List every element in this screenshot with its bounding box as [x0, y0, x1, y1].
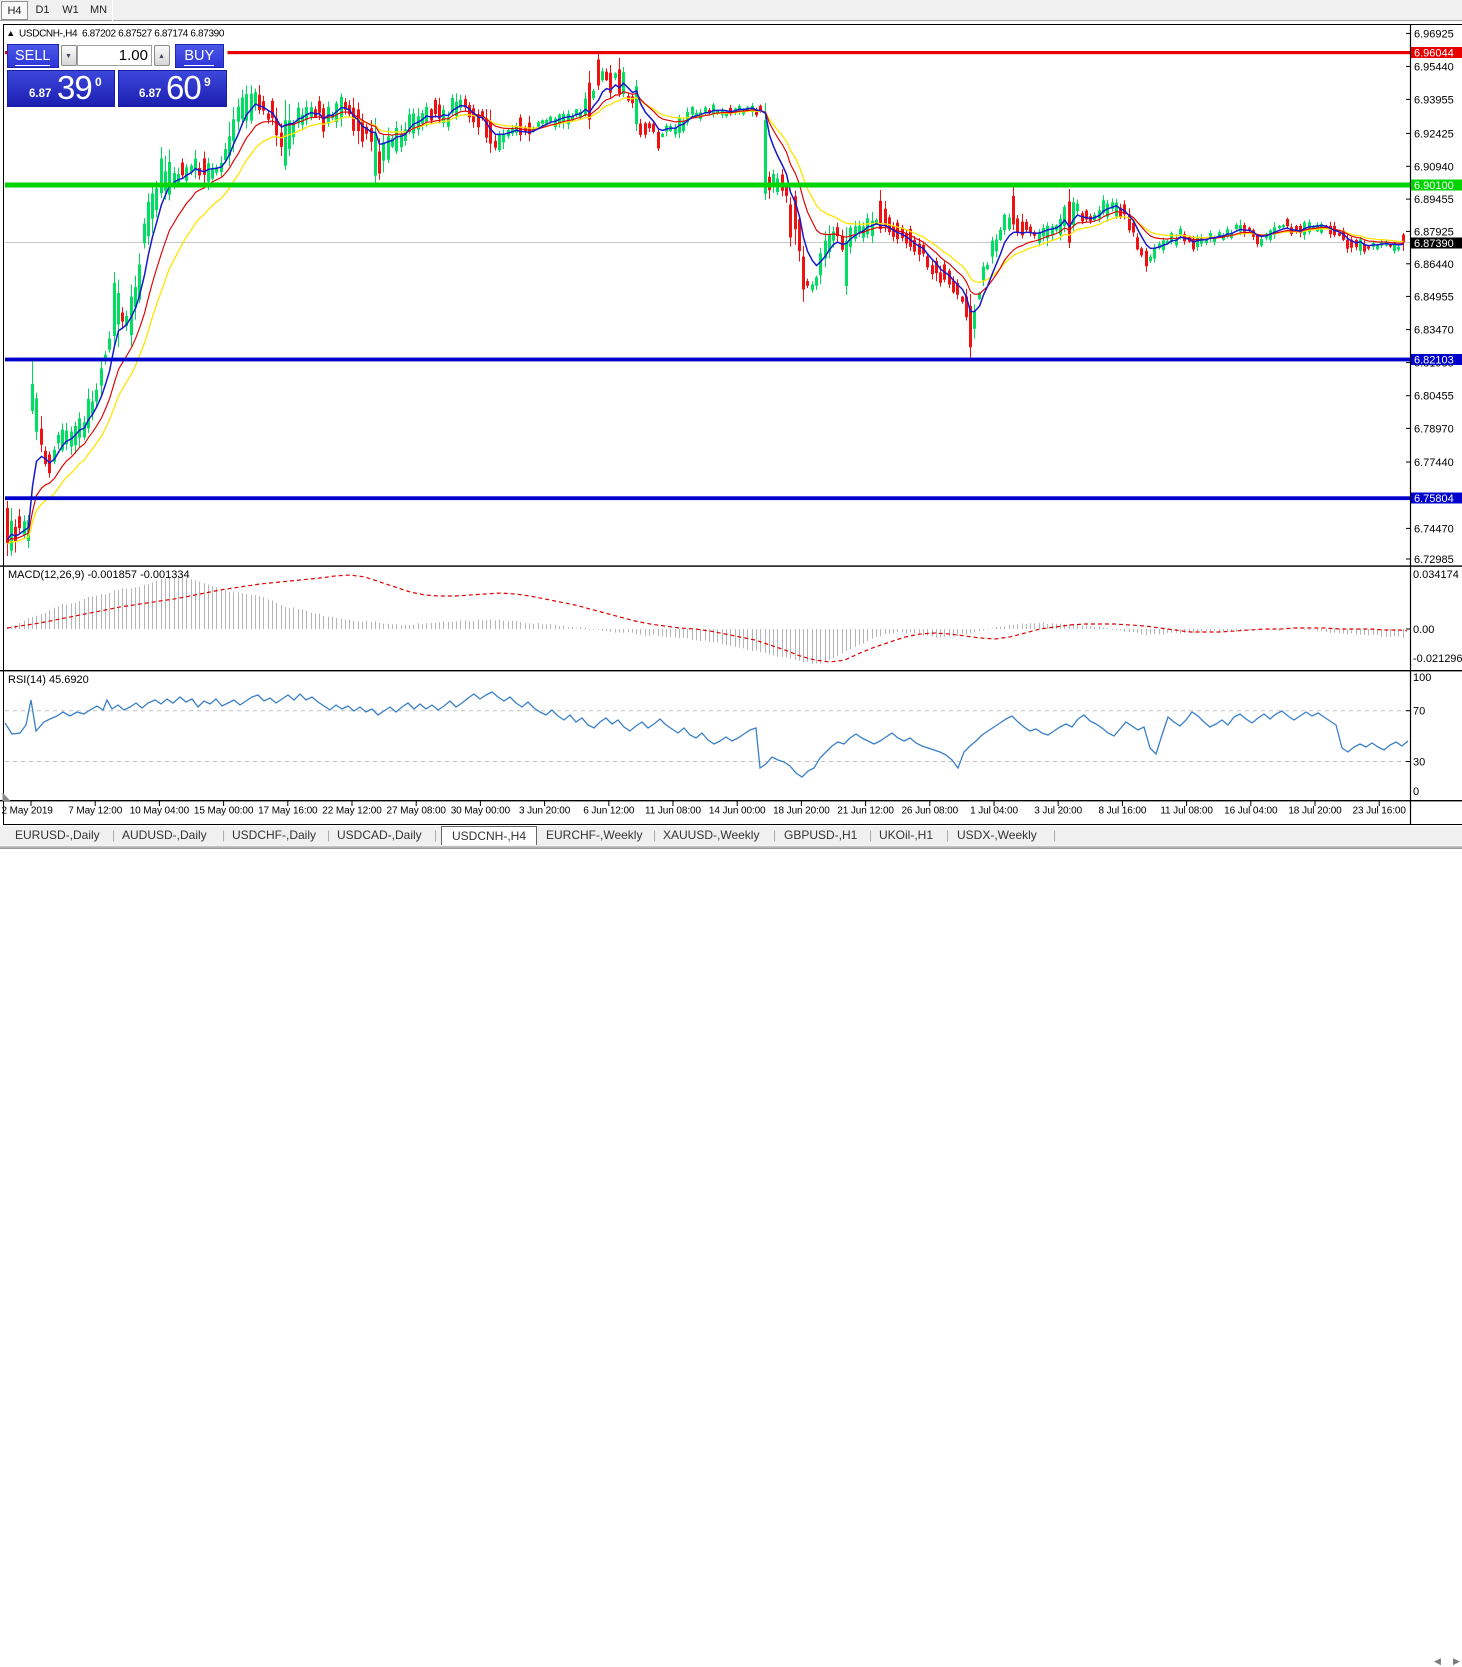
- svg-text:16 Jul 04:00: 16 Jul 04:00: [1224, 806, 1278, 817]
- svg-text:6.72985: 6.72985: [1414, 554, 1454, 566]
- svg-text:6.93955: 6.93955: [1414, 94, 1454, 106]
- svg-text:11 Jun 08:00: 11 Jun 08:00: [645, 806, 701, 817]
- svg-text:22 May 12:00: 22 May 12:00: [322, 806, 382, 817]
- svg-text:6.75804: 6.75804: [1414, 493, 1454, 505]
- svg-text:MACD(12,26,9) -0.001857 -0.001: MACD(12,26,9) -0.001857 -0.001334: [8, 569, 190, 581]
- svg-text:23 Jul 16:00: 23 Jul 16:00: [1353, 806, 1407, 817]
- svg-text:70: 70: [1413, 706, 1425, 718]
- svg-text:6.89455: 6.89455: [1414, 194, 1454, 206]
- svg-text:15 May 00:00: 15 May 00:00: [194, 806, 254, 817]
- svg-text:6.90940: 6.90940: [1414, 161, 1454, 173]
- svg-text:18 Jun 20:00: 18 Jun 20:00: [773, 806, 830, 817]
- svg-text:30: 30: [1413, 757, 1425, 769]
- svg-text:6.87925: 6.87925: [1414, 226, 1454, 238]
- svg-text:6.87390: 6.87390: [1414, 238, 1454, 250]
- svg-text:6.86440: 6.86440: [1414, 259, 1454, 271]
- svg-text:3 Jun 20:00: 3 Jun 20:00: [519, 806, 571, 817]
- svg-text:6.96925: 6.96925: [1414, 28, 1454, 40]
- svg-text:2 May 2019: 2 May 2019: [2, 806, 54, 817]
- svg-text:17 May 16:00: 17 May 16:00: [258, 806, 318, 817]
- svg-text:27 May 08:00: 27 May 08:00: [386, 806, 446, 817]
- svg-text:6.80455: 6.80455: [1414, 391, 1454, 403]
- svg-text:6.84955: 6.84955: [1414, 291, 1454, 303]
- svg-text:8 Jul 16:00: 8 Jul 16:00: [1098, 806, 1146, 817]
- svg-text:6.90100: 6.90100: [1414, 180, 1454, 192]
- svg-text:0.00: 0.00: [1413, 624, 1434, 636]
- svg-text:1 Jul 04:00: 1 Jul 04:00: [970, 806, 1018, 817]
- svg-text:11 Jul 08:00: 11 Jul 08:00: [1160, 806, 1213, 817]
- svg-text:18 Jul 20:00: 18 Jul 20:00: [1288, 806, 1342, 817]
- svg-text:100: 100: [1413, 672, 1431, 684]
- svg-text:26 Jun 08:00: 26 Jun 08:00: [901, 806, 958, 817]
- svg-text:6.82103: 6.82103: [1414, 355, 1454, 367]
- svg-text:6.83470: 6.83470: [1414, 325, 1454, 337]
- svg-text:6 Jun 12:00: 6 Jun 12:00: [583, 806, 635, 817]
- svg-text:6.78970: 6.78970: [1414, 423, 1454, 435]
- svg-text:10 May 04:00: 10 May 04:00: [130, 806, 190, 817]
- svg-text:3 Jul 20:00: 3 Jul 20:00: [1034, 806, 1082, 817]
- svg-text:6.77440: 6.77440: [1414, 457, 1454, 469]
- svg-text:14 Jun 00:00: 14 Jun 00:00: [709, 806, 766, 817]
- svg-text:0: 0: [1413, 786, 1419, 798]
- svg-text:30 May 00:00: 30 May 00:00: [451, 806, 511, 817]
- svg-text:RSI(14) 45.6920: RSI(14) 45.6920: [8, 674, 89, 686]
- svg-text:USDCNH-,H4 6.87202 6.87527 6.: USDCNH-,H4 6.87202 6.87527 6.87174 6.873…: [19, 29, 225, 40]
- svg-text:-0.021296: -0.021296: [1413, 653, 1462, 665]
- svg-text:6.92425: 6.92425: [1414, 128, 1454, 140]
- svg-text:7 May 12:00: 7 May 12:00: [68, 806, 122, 817]
- svg-text:6.74470: 6.74470: [1414, 523, 1454, 535]
- svg-text:21 Jun 12:00: 21 Jun 12:00: [837, 806, 894, 817]
- svg-text:6.96044: 6.96044: [1414, 48, 1454, 60]
- svg-text:6.95440: 6.95440: [1414, 61, 1454, 73]
- svg-text:0.034174: 0.034174: [1413, 569, 1459, 581]
